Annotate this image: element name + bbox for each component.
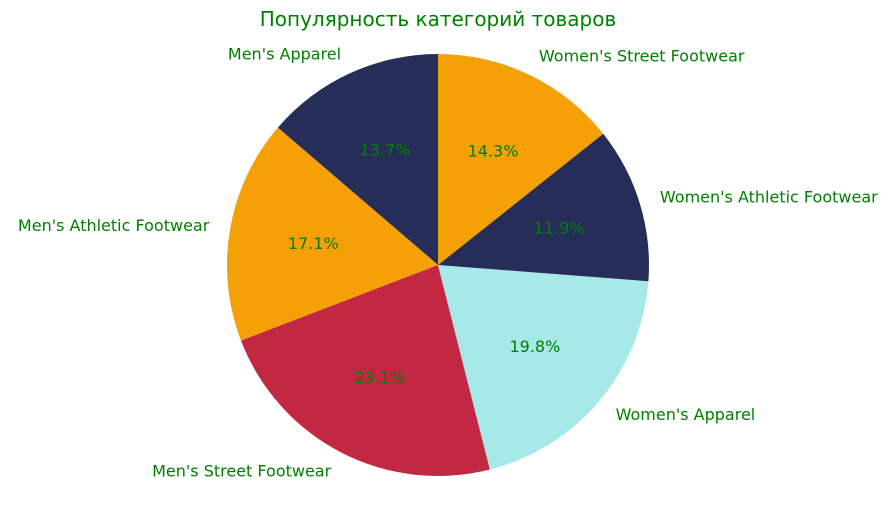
pie-labels: 13.7% Men's Apparel 17.1% Men's Athletic Fo… (18, 45, 878, 481)
pie-slice-1 (226, 127, 438, 341)
pie-category-label-1: Men's Athletic Footwear (18, 216, 210, 235)
pie-slice-4 (438, 133, 649, 282)
pie-category-label-2: Men's Street Footwear (152, 462, 332, 481)
pie-pct-label-2: 23.1% (354, 368, 405, 387)
pie-pct-label-0: 13.7% (360, 141, 411, 160)
pie-category-label-4: Women's Athletic Footwear (660, 188, 878, 207)
pie-pct-label-4: 11.9% (534, 218, 585, 237)
pie-pct-label-3: 19.8% (509, 337, 560, 356)
pie-slice-0 (277, 54, 438, 265)
chart-title: Популярность категорий товаров (260, 7, 617, 31)
pie-pct-label-1: 17.1% (288, 234, 339, 253)
pie-category-label-3: Women's Apparel (616, 405, 756, 424)
pie-pct-label-5: 14.3% (468, 142, 519, 161)
pie-slice-2 (241, 265, 490, 476)
pie-slice-3 (438, 265, 649, 470)
pie-category-label-5: Women's Street Footwear (539, 47, 745, 66)
pie-category-label-0: Men's Apparel (228, 45, 341, 64)
pie-slice-5 (438, 54, 604, 265)
pie-slices (226, 54, 649, 476)
